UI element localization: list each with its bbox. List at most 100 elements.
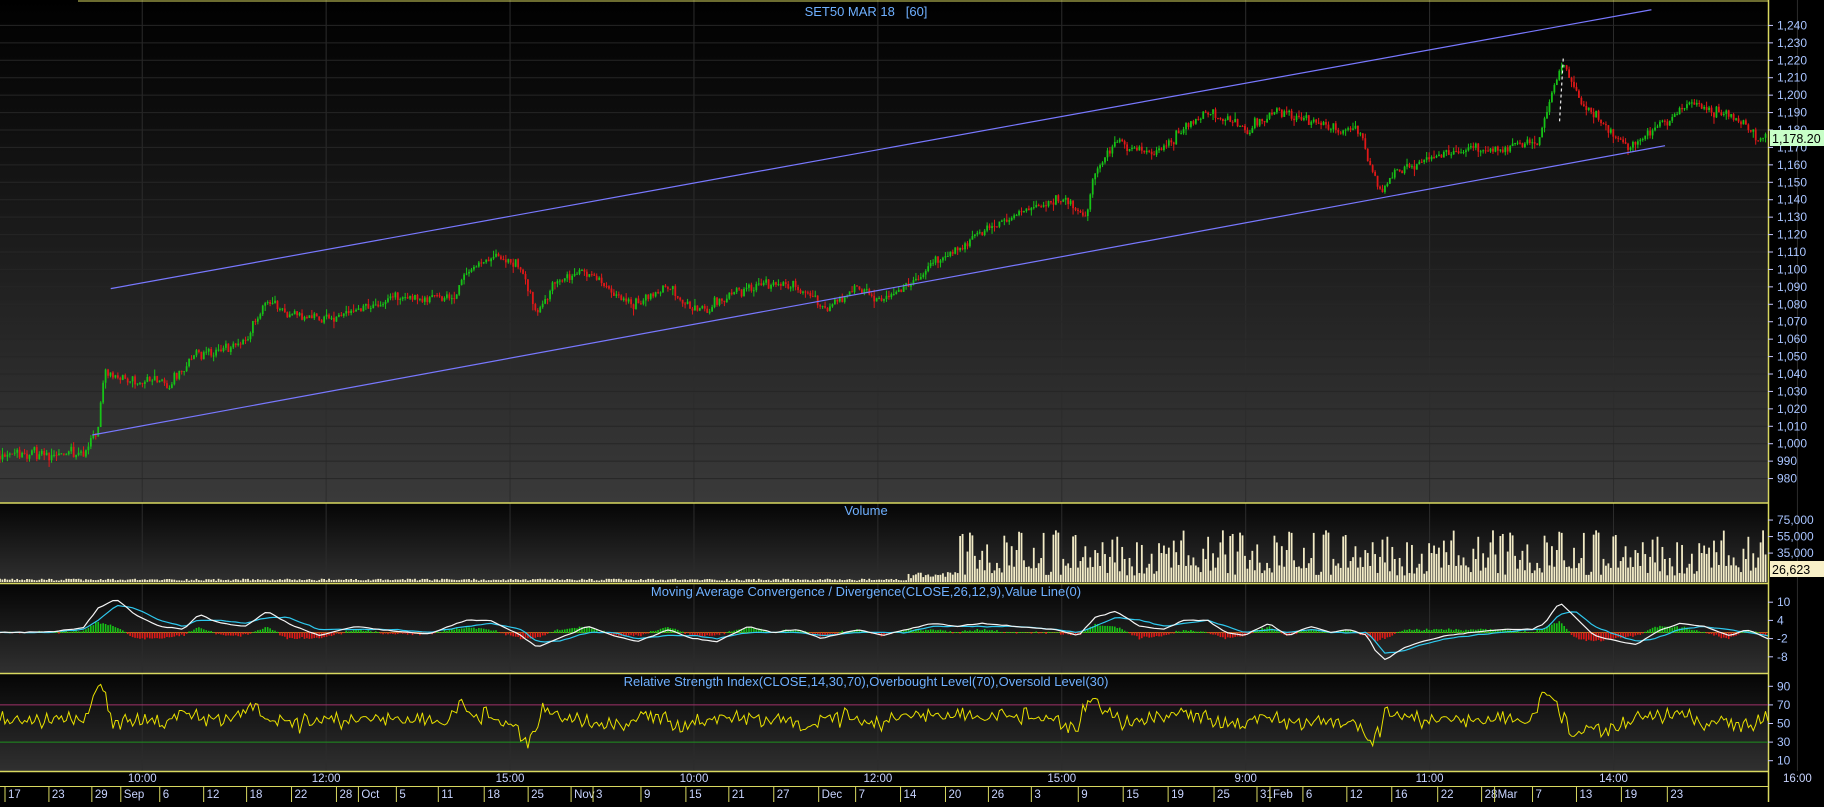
price-axis-tick-label: 1,050 [1777, 350, 1807, 364]
volume-bar [1521, 550, 1524, 582]
volume-bar [563, 580, 566, 582]
candle-body [539, 307, 542, 313]
macd-histogram-bar [635, 632, 637, 635]
last-price-marker: 1,178.20 [1770, 130, 1824, 146]
volume-bar [1101, 542, 1104, 582]
candle-body [892, 294, 895, 296]
volume-bar [1303, 547, 1305, 582]
price-series [0, 9, 1767, 467]
candle-body [885, 295, 888, 300]
volume-bar [644, 579, 647, 582]
volume-bar [377, 578, 380, 582]
volume-bar [333, 579, 335, 582]
candle-body [605, 286, 608, 288]
volume-bar [1656, 536, 1659, 582]
candle-body [1462, 151, 1465, 153]
macd-histogram-bar [1708, 632, 1710, 635]
candle-body [308, 315, 311, 318]
macd-histogram-bar [856, 629, 858, 634]
volume-bar [549, 579, 551, 582]
volume-bar [1317, 574, 1320, 582]
candle-body [163, 379, 166, 384]
volume-bar [227, 579, 230, 582]
macd-histogram-bar [433, 632, 436, 634]
volume-bar [1531, 573, 1534, 582]
macd-histogram-bar [1457, 629, 1460, 634]
macd-histogram-bar [546, 632, 549, 634]
candle-body [1008, 220, 1011, 222]
candle-body [1759, 138, 1762, 141]
volume-bar [745, 579, 748, 582]
candle-body [1290, 110, 1293, 119]
volume-bar [1020, 532, 1023, 582]
volume-bar [640, 579, 642, 582]
candle-body [1452, 151, 1455, 155]
volume-bar [1217, 557, 1219, 582]
volume-bar [949, 572, 952, 582]
candle-body [833, 299, 836, 305]
candle-body [1727, 110, 1730, 117]
volume-bar [1747, 536, 1750, 582]
macd-histogram-bar [259, 629, 262, 634]
macd-histogram-bar [964, 630, 966, 634]
candle-body [1560, 66, 1563, 71]
candle-body [463, 274, 465, 280]
macd-histogram-bar [1312, 630, 1315, 634]
time-label: 10:00 [680, 773, 709, 785]
price-axis-tick-label: 1,010 [1777, 419, 1807, 433]
macd-histogram-bar [1222, 632, 1224, 638]
macd-histogram-bar [1300, 630, 1303, 634]
volume-bar [247, 578, 249, 582]
volume-bar [431, 580, 434, 582]
candle-body [610, 288, 613, 293]
date-label: 25 [531, 789, 544, 801]
volume-axis-tick-label: 35,000 [1777, 546, 1814, 560]
macd-histogram-bar [1745, 629, 1747, 634]
macd-histogram-bar [566, 628, 569, 634]
candle-body [1315, 119, 1318, 123]
macd-histogram-bar [1091, 626, 1094, 634]
volume-bar [969, 532, 971, 582]
macd-histogram-bar [443, 629, 446, 634]
macd-histogram-bar [1114, 626, 1116, 634]
macd-histogram-bar [1450, 629, 1453, 634]
candle-body [97, 426, 100, 437]
candle-body [168, 387, 171, 389]
macd-histogram-bar [176, 632, 178, 636]
macd-histogram-bar [1671, 627, 1674, 634]
volume-bar [1263, 570, 1266, 582]
candle-body [1317, 122, 1320, 124]
candle-body [1644, 135, 1647, 139]
candle-body [1578, 90, 1580, 98]
macd-histogram-bar [1698, 631, 1701, 634]
volume-bar [161, 579, 163, 582]
macd-histogram-bar [1573, 632, 1575, 637]
volume-bar [269, 580, 272, 582]
volume-bar [684, 579, 686, 582]
macd-histogram-bar [247, 632, 249, 635]
candle-body [170, 384, 173, 388]
macd-histogram-bar [836, 632, 839, 634]
volume-bar [883, 579, 885, 582]
candle-body [946, 255, 949, 257]
volume-bar [131, 579, 134, 582]
volume-bar [902, 580, 905, 582]
volume-bar [1271, 572, 1273, 582]
macd-histogram-bar [1138, 632, 1141, 640]
candle-body [65, 454, 68, 456]
volume-bar [1708, 547, 1710, 582]
candle-body [45, 452, 48, 456]
macd-histogram-bar [912, 630, 915, 634]
macd-histogram-bar [1455, 628, 1457, 634]
macd-histogram-bar [654, 630, 657, 634]
volume-bar [394, 579, 397, 582]
macd-histogram-bar [755, 629, 758, 634]
macd-histogram-bar [703, 632, 706, 637]
volume-bar [888, 579, 890, 582]
candle-body [1231, 121, 1234, 123]
candle-body [72, 446, 75, 458]
macd-histogram-bar [1192, 630, 1195, 634]
volume-bar [1384, 562, 1386, 582]
volume-bar [1501, 533, 1504, 582]
